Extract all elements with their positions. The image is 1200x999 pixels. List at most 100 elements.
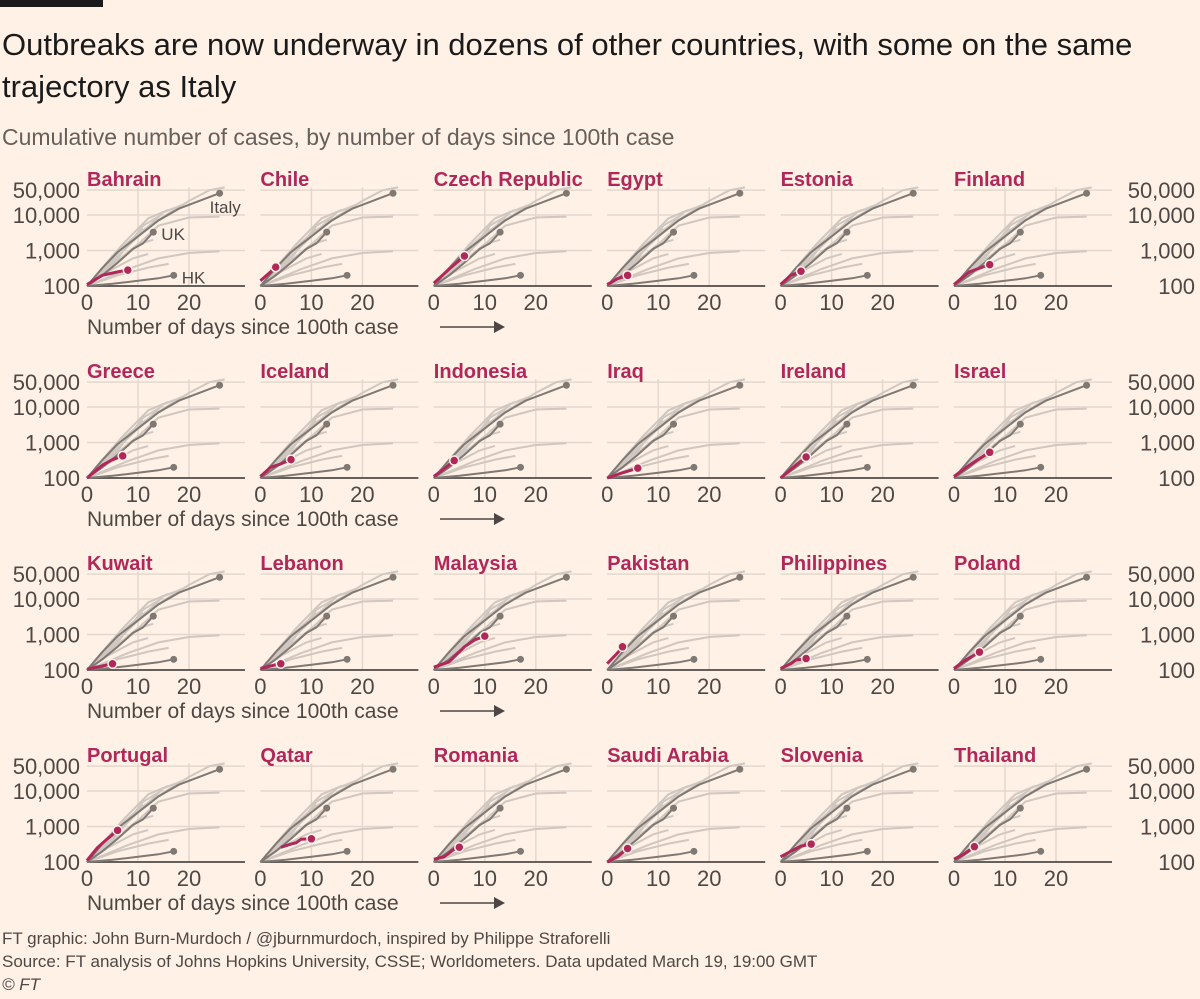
reference-endpoint-italy [216,573,224,581]
comparison-line [606,838,689,863]
panel-iceland: Iceland 0 10 20 [254,361,419,507]
comparison-line [953,838,1036,863]
reference-endpoint-italy [216,381,224,389]
comparison-line [86,442,220,479]
reference-line-uk [433,231,501,287]
x-tick-label: 10 [819,674,843,699]
comparison-line [606,407,740,479]
ft-brand-bar [0,0,103,7]
comparison-line [86,599,220,671]
comparison-line [433,262,516,287]
x-tick-label: 0 [948,674,960,699]
comparison-line [953,250,1087,287]
country-endpoint [984,447,995,458]
comparison-line [780,646,863,671]
reference-endpoint-italy [909,765,917,773]
reference-line-italy [953,576,1087,671]
reference-line-hk [260,274,348,287]
country-name: Chile [260,169,309,191]
arrow-head-icon [494,513,505,525]
reference-line-italy [433,768,567,863]
reference-line-italy [86,576,220,671]
x-tick-label: 0 [428,290,440,315]
reference-line-italy [606,384,741,479]
x-tick-label: 20 [870,674,894,699]
comparison-line [260,826,394,863]
x-tick-label: 0 [81,674,93,699]
country-endpoint [107,658,118,669]
x-tick-label: 10 [819,482,843,507]
y-tick-label: 1,000 [25,623,80,648]
y-tick-label: 10,000 [1128,203,1195,228]
reference-endpoint-italy [909,381,917,389]
x-tick-label: 20 [870,482,894,507]
x-tick-label: 0 [774,674,786,699]
y-tick-label: 1,000 [25,431,80,456]
x-tick-label: 10 [993,482,1017,507]
country-endpoint [800,451,812,463]
country-endpoint [622,270,633,281]
reference-endpoint-uk [149,804,157,812]
x-tick-label: 20 [524,866,548,891]
country-line [953,451,991,478]
reference-endpoint-italy [216,765,224,773]
reference-endpoint-uk [843,804,851,812]
panel-estonia: Estonia 0 10 20 [774,169,939,315]
comparison-line [606,599,740,671]
x-tick-label: 0 [81,482,93,507]
comparison-line [606,622,674,671]
country-endpoint [122,264,134,276]
reference-line-italy [953,768,1087,863]
x-tick-label: 20 [524,290,548,315]
x-tick-label: 10 [126,482,150,507]
chart-subtitle: Cumulative number of cases, by number of… [2,124,675,150]
country-line [86,454,124,480]
country-name: Malaysia [434,553,518,575]
y-tick-label: 100 [1158,850,1195,875]
x-tick-label: 10 [646,866,670,891]
reference-line-uk [953,231,1022,287]
reference-endpoint-italy [562,381,570,389]
arrow-head-icon [494,705,505,717]
y-tick-label: 10,000 [13,203,80,228]
x-axis-label: Number of days since 100th case [87,316,399,339]
reference-endpoint-italy [562,573,570,581]
reference-line-uk [780,231,848,287]
comparison-line [260,442,394,479]
x-tick-label: 20 [350,482,374,507]
y-tick-label: 100 [1158,466,1195,491]
reference-line-italy [606,192,741,287]
x-tick-label: 0 [254,290,266,315]
x-tick-label: 0 [81,290,93,315]
reference-line-italy [779,192,914,287]
y-tick-label: 10,000 [1128,587,1195,612]
x-tick-label: 0 [948,866,960,891]
comparison-line [953,454,1036,479]
x-tick-label: 0 [428,866,440,891]
comparison-line [260,262,343,287]
reference-line-uk [259,231,328,287]
reference-endpoint-hk [1037,655,1045,663]
reference-line-hk [953,274,1041,287]
reference-endpoint-italy [562,189,570,197]
reference-endpoint-italy [909,573,917,581]
reference-label-italy: Italy [210,198,242,217]
source-text: Source: FT analysis of Johns Hopkins Uni… [2,952,818,971]
x-tick-label: 20 [697,674,721,699]
reference-endpoint-hk [517,847,524,855]
reference-line-hk [260,850,348,863]
comparison-line [433,238,501,287]
comparison-line [259,791,394,863]
x-tick-label: 10 [126,866,150,891]
country-line [433,634,486,669]
reference-endpoint-hk [517,463,524,471]
reference-line-italy [86,384,220,479]
comparison-line [260,454,343,479]
y-tick-label: 1,000 [25,815,80,840]
comparison-line [606,814,674,863]
comparison-line [433,599,567,671]
